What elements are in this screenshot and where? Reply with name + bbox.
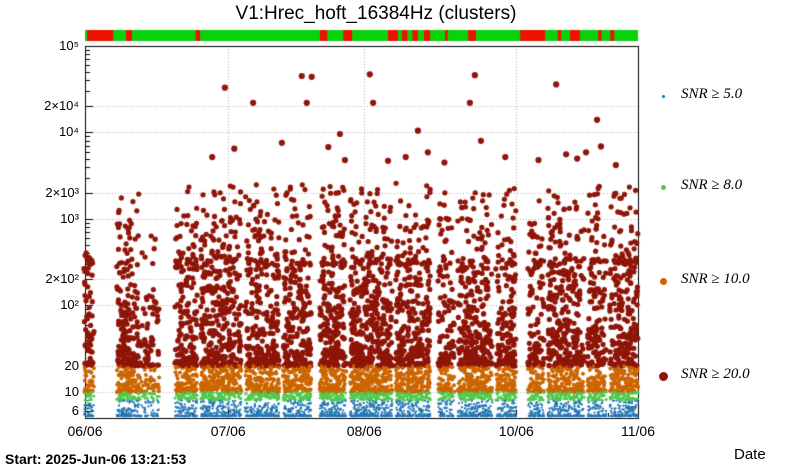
start-timestamp: Start: 2025-Jun-06 13:21:53 xyxy=(5,451,187,467)
x-tick-label: 08/06 xyxy=(346,423,382,439)
legend-marker-0 xyxy=(661,94,665,98)
y-tick-label: 10⁴ xyxy=(58,124,79,140)
legend-marker-3 xyxy=(658,371,668,381)
legend-entry-label: SNR ≥ 10.0 xyxy=(681,271,750,287)
y-tick-label: 2×10² xyxy=(45,271,79,287)
legend-marker-2 xyxy=(659,277,667,285)
y-tick-label: 2×10³ xyxy=(45,184,79,200)
chart-title: V1:Hrec_hoft_16384Hz (clusters) xyxy=(235,3,517,24)
y-tick-label: 10 xyxy=(64,383,79,399)
y-tick-label: 10⁵ xyxy=(59,38,79,53)
x-axis-title: Date xyxy=(734,446,766,463)
legend-marker-1 xyxy=(660,184,666,190)
y-tick-label: 10² xyxy=(60,297,79,313)
x-tick-label: 07/06 xyxy=(210,423,246,439)
legend-entry-label: SNR ≥ 20.0 xyxy=(681,366,750,382)
x-tick-label: 10/06 xyxy=(498,423,534,439)
y-tick-label: 6 xyxy=(71,403,79,419)
x-tick-label: 06/06 xyxy=(67,423,103,439)
x-tick-label: 11/06 xyxy=(621,423,655,439)
y-tick-label: 10³ xyxy=(60,210,79,226)
y-tick-label: 2×10⁴ xyxy=(44,98,79,114)
legend-entry-label: SNR ≥ 8.0 xyxy=(681,177,743,193)
y-tick-label: 20 xyxy=(64,357,79,373)
legend-entry-label: SNR ≥ 5.0 xyxy=(681,86,743,102)
